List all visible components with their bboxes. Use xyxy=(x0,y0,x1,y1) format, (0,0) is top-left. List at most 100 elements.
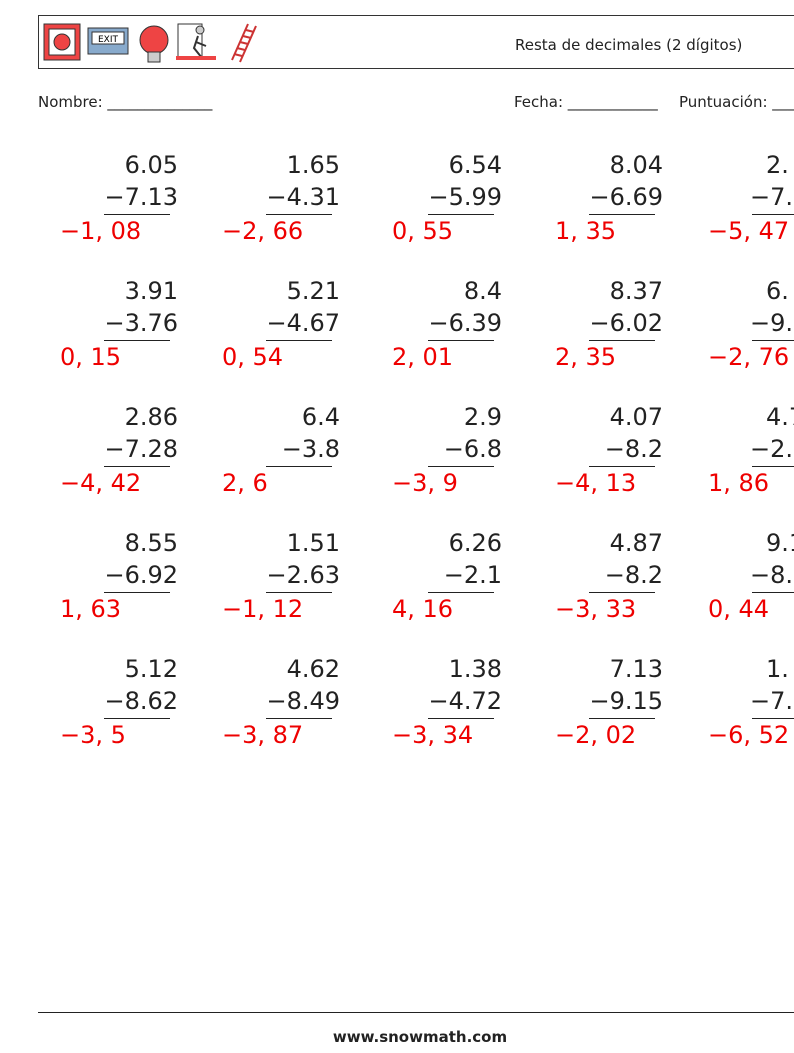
minuend: 9.1 xyxy=(766,529,794,557)
answer: −1, 12 xyxy=(222,595,304,623)
minuend: 6.4 xyxy=(301,403,340,431)
minuend: 4.87 xyxy=(609,529,663,557)
subtrahend: −8.6 xyxy=(750,561,794,589)
subtrahend: −7.28 xyxy=(104,435,178,463)
subtrahend: −4.67 xyxy=(266,309,340,337)
answer: 1, 63 xyxy=(60,595,122,623)
answer: −3, 33 xyxy=(555,595,637,623)
subtrahend: −2.8 xyxy=(750,435,794,463)
answer-rule xyxy=(752,214,794,215)
answer-rule xyxy=(589,340,655,341)
minuend: 1.51 xyxy=(286,529,340,557)
answer-rule xyxy=(752,340,794,341)
answer: −2, 66 xyxy=(222,217,304,245)
answer: −4, 13 xyxy=(555,469,637,497)
subtrahend: −6.39 xyxy=(428,309,502,337)
answer: 2, 35 xyxy=(555,343,617,371)
subtrahend: −7. xyxy=(750,183,794,211)
subtrahend: −7.13 xyxy=(104,183,178,211)
subtrahend: −3.76 xyxy=(104,309,178,337)
answer-rule xyxy=(428,592,494,593)
answer: −1, 08 xyxy=(60,217,142,245)
subtrahend: −4.31 xyxy=(266,183,340,211)
minuend: 6.26 xyxy=(448,529,502,557)
answer: 0, 15 xyxy=(60,343,122,371)
answer: 1, 35 xyxy=(555,217,617,245)
subtrahend: −6.92 xyxy=(104,561,178,589)
answer: 4, 16 xyxy=(392,595,454,623)
answer-rule xyxy=(104,340,170,341)
score-field: Puntuación: ___ xyxy=(679,93,794,111)
answer-rule xyxy=(752,718,794,719)
answer-rule xyxy=(266,718,332,719)
header-box xyxy=(38,15,794,69)
answer: −3, 5 xyxy=(60,721,126,749)
answer-rule xyxy=(266,466,332,467)
minuend: 5.12 xyxy=(124,655,178,683)
answer: 0, 54 xyxy=(222,343,284,371)
answer: 1, 86 xyxy=(708,469,770,497)
subtrahend: −3.8 xyxy=(281,435,340,463)
subtrahend: −4.72 xyxy=(428,687,502,715)
answer-rule xyxy=(428,466,494,467)
minuend: 4.7 xyxy=(766,403,794,431)
answer: −3, 87 xyxy=(222,721,304,749)
minuend: 3.91 xyxy=(124,277,178,305)
answer-rule xyxy=(752,592,794,593)
answer-rule xyxy=(266,340,332,341)
answer-rule xyxy=(428,718,494,719)
answer: 0, 44 xyxy=(708,595,770,623)
minuend: 8.04 xyxy=(609,151,663,179)
answer-rule xyxy=(104,592,170,593)
answer-rule xyxy=(589,466,655,467)
minuend: 8.37 xyxy=(609,277,663,305)
footer-rule xyxy=(38,1012,794,1013)
subtrahend: −8.2 xyxy=(604,561,663,589)
subtrahend: −5.99 xyxy=(428,183,502,211)
minuend: 1.38 xyxy=(448,655,502,683)
header-icons: EXIT xyxy=(43,23,257,63)
answer: 0, 55 xyxy=(392,217,454,245)
subtrahend: −9.15 xyxy=(589,687,663,715)
subtrahend: −9. xyxy=(750,309,794,337)
name-field: Nombre: ______________ xyxy=(38,93,213,111)
minuend: 6. xyxy=(766,277,789,305)
minuend: 8.55 xyxy=(124,529,178,557)
answer: −4, 42 xyxy=(60,469,142,497)
minuend: 4.07 xyxy=(609,403,663,431)
answer-rule xyxy=(266,214,332,215)
subtrahend: −7. xyxy=(750,687,794,715)
answer-rule xyxy=(104,466,170,467)
minuend: 8.4 xyxy=(463,277,502,305)
answer: −2, 02 xyxy=(555,721,637,749)
title: Resta de decimales (2 dígitos) xyxy=(515,36,743,54)
minuend: 1. xyxy=(766,655,789,683)
subtrahend: −2.1 xyxy=(443,561,502,589)
minuend: 6.54 xyxy=(448,151,502,179)
subtrahend: −2.63 xyxy=(266,561,340,589)
answer-rule xyxy=(266,592,332,593)
answer: −3, 9 xyxy=(392,469,458,497)
subtrahend: −8.2 xyxy=(604,435,663,463)
subtrahend: −8.62 xyxy=(104,687,178,715)
subtrahend: −6.8 xyxy=(443,435,502,463)
answer-rule xyxy=(752,466,794,467)
answer: 2, 01 xyxy=(392,343,454,371)
answer-rule xyxy=(589,214,655,215)
minuend: 5.21 xyxy=(286,277,340,305)
minuend: 2.9 xyxy=(463,403,502,431)
subtrahend: −8.49 xyxy=(266,687,340,715)
answer: 2, 6 xyxy=(222,469,268,497)
minuend: 1.65 xyxy=(286,151,340,179)
answer-rule xyxy=(104,214,170,215)
answer: −3, 34 xyxy=(392,721,474,749)
minuend: 2. xyxy=(766,151,789,179)
answer: −5, 47 xyxy=(708,217,790,245)
minuend: 7.13 xyxy=(609,655,663,683)
minuend: 2.86 xyxy=(124,403,178,431)
footer-url: www.snowmath.com xyxy=(332,1028,508,1046)
minuend: 4.62 xyxy=(286,655,340,683)
date-field: Fecha: ____________ xyxy=(514,93,658,111)
answer: −2, 76 xyxy=(708,343,790,371)
